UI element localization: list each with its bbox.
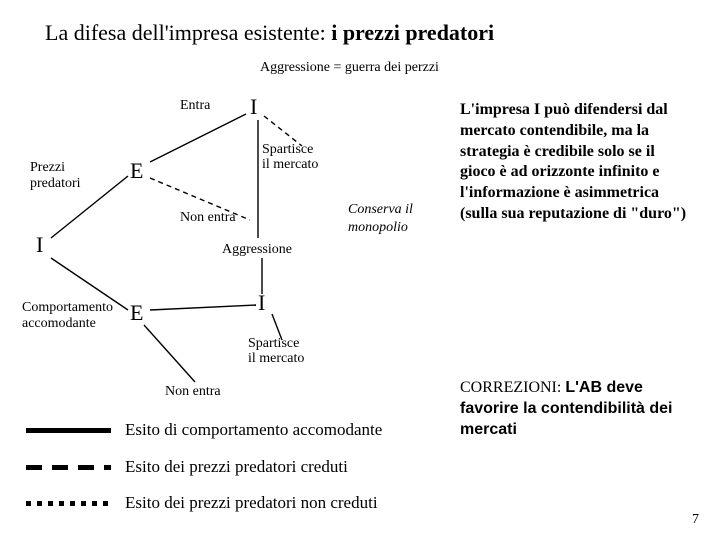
node-E2: E — [130, 300, 143, 326]
page-number: 7 — [692, 512, 699, 528]
label-spartisce-2b: il mercato — [248, 351, 304, 367]
legend-text-2: Esito dei prezzi predatori creduti — [125, 457, 348, 477]
paragraph-main: L'impresa I può difendersi dal mercato c… — [460, 100, 690, 225]
label-aggressione: Aggressione — [222, 242, 292, 258]
legend-text-1: Esito di comportamento accomodante — [125, 420, 382, 440]
label-conserva-a: Conserva il — [348, 202, 413, 218]
label-spartisce-2a: Spartisce — [248, 336, 299, 352]
label-prezzi-b: predatori — [30, 176, 81, 192]
corrections-block: CORREZIONI: L'AB deve favorire la conten… — [460, 378, 700, 440]
title-plain: La difesa dell'impresa esistente: — [45, 20, 331, 45]
label-entra: Entra — [180, 98, 210, 114]
label-spartisce-1b: il mercato — [262, 157, 318, 173]
legend-swatch-dot — [26, 501, 111, 506]
label-comport-a: Comportamento — [22, 300, 113, 316]
legend-text-3: Esito dei prezzi predatori non creduti — [125, 493, 378, 513]
node-I-root: I — [36, 232, 43, 258]
title-bold: i prezzi predatori — [331, 20, 494, 45]
corrections-prefix: CORREZIONI: — [460, 379, 565, 396]
slide-title: La difesa dell'impresa esistente: i prez… — [45, 20, 494, 46]
node-I2: I — [258, 290, 265, 316]
label-comport-b: accomodante — [22, 316, 96, 332]
label-non-entra-1: Non entra — [180, 210, 236, 226]
label-non-entra-2: Non entra — [165, 384, 221, 400]
game-tree — [0, 0, 720, 540]
label-spartisce-1a: Spartisce — [262, 142, 313, 158]
label-prezzi-a: Prezzi — [30, 160, 65, 176]
legend-swatch-dash — [26, 465, 111, 470]
node-I1: I — [250, 94, 257, 120]
legend-swatch-solid — [26, 428, 111, 433]
subtitle: Aggressione = guerra dei perzzi — [260, 60, 439, 76]
label-conserva-b: monopolio — [348, 220, 408, 236]
node-E1: E — [130, 158, 143, 184]
